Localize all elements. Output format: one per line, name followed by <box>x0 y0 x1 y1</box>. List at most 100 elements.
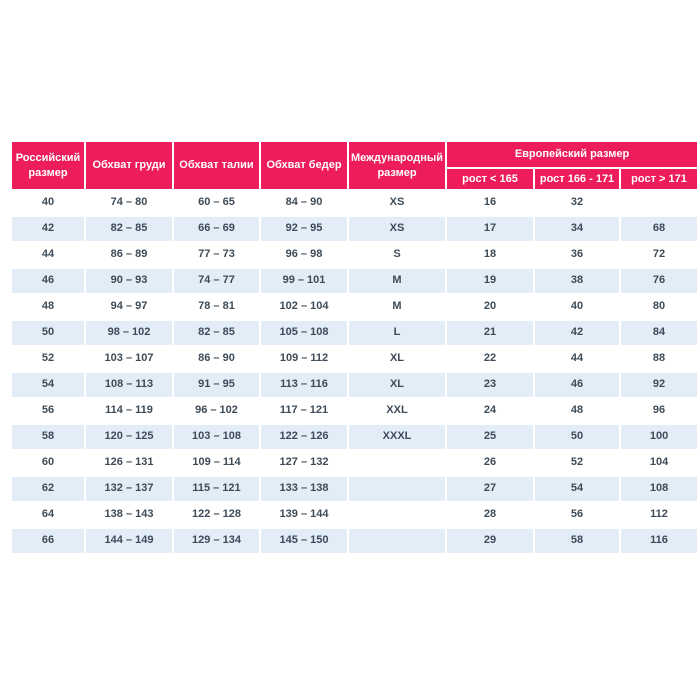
table-cell: 40 <box>12 191 84 215</box>
table-cell: 48 <box>535 399 620 423</box>
col-header-russian-size: Российский размер <box>12 142 84 189</box>
table-cell: 129 – 134 <box>174 529 259 553</box>
table-cell: 20 <box>447 295 534 319</box>
table-row: 60 126 – 131 109 – 114 127 – 132 26 52 104 <box>12 451 698 475</box>
table-cell: 92 – 95 <box>261 217 347 241</box>
table-cell: 44 <box>12 243 84 267</box>
table-cell: 72 <box>621 243 698 267</box>
table-cell: XS <box>349 217 446 241</box>
table-cell: 29 <box>447 529 534 553</box>
table-cell: 113 – 116 <box>261 373 347 397</box>
table-cell: 138 – 143 <box>86 503 172 527</box>
table-cell: 127 – 132 <box>261 451 347 475</box>
table-cell: M <box>349 295 446 319</box>
table-cell: 34 <box>535 217 620 241</box>
table-cell: 22 <box>447 347 534 371</box>
table-cell: 36 <box>535 243 620 267</box>
table-cell: 115 – 121 <box>174 477 259 501</box>
table-cell: 38 <box>535 269 620 293</box>
col-header-european-size-group: Европейский размер <box>447 142 698 167</box>
table-cell: XL <box>349 347 446 371</box>
table-cell: 58 <box>12 425 84 449</box>
table-cell: 86 – 89 <box>86 243 172 267</box>
table-cell: 46 <box>12 269 84 293</box>
col-header-international-size: Международный размер <box>349 142 446 189</box>
table-cell: 103 – 107 <box>86 347 172 371</box>
table-cell: 23 <box>447 373 534 397</box>
table-cell: 19 <box>447 269 534 293</box>
table-cell: 54 <box>12 373 84 397</box>
table-cell: 105 – 108 <box>261 321 347 345</box>
col-header-height-gt-171: рост > 171 <box>621 169 698 189</box>
col-header-height-166-171: рост 166 - 171 <box>535 169 620 189</box>
table-cell: 122 – 128 <box>174 503 259 527</box>
table-cell: 26 <box>447 451 534 475</box>
table-cell: 114 – 119 <box>86 399 172 423</box>
table-row: 56 114 – 119 96 – 102 117 – 121 XXL 24 48 96 <box>12 399 698 423</box>
table-cell: 84 – 90 <box>261 191 347 215</box>
table-cell: 54 <box>535 477 620 501</box>
table-cell: 32 <box>535 191 620 215</box>
table-cell: 108 – 113 <box>86 373 172 397</box>
table-header: Российский размер Обхват груди Обхват та… <box>12 142 698 189</box>
table-cell: 108 <box>621 477 698 501</box>
table-cell: 58 <box>535 529 620 553</box>
table-cell: 52 <box>12 347 84 371</box>
table-cell: 103 – 108 <box>174 425 259 449</box>
table-row: 44 86 – 89 77 – 73 96 – 98 S 18 36 72 <box>12 243 698 267</box>
table-cell: 42 <box>12 217 84 241</box>
table-cell <box>621 191 698 215</box>
table-cell: 50 <box>535 425 620 449</box>
table-cell: 17 <box>447 217 534 241</box>
table-row: 40 74 – 80 60 – 65 84 – 90 XS 16 32 <box>12 191 698 215</box>
table-cell: 77 – 73 <box>174 243 259 267</box>
table-cell: 139 – 144 <box>261 503 347 527</box>
table-cell: 109 – 114 <box>174 451 259 475</box>
table-cell: 60 – 65 <box>174 191 259 215</box>
table-cell: 27 <box>447 477 534 501</box>
table-cell: 92 <box>621 373 698 397</box>
table-cell: 64 <box>12 503 84 527</box>
table-cell: 117 – 121 <box>261 399 347 423</box>
table-cell: 84 <box>621 321 698 345</box>
table-cell: 56 <box>12 399 84 423</box>
table-cell: M <box>349 269 446 293</box>
table-row: 48 94 – 97 78 – 81 102 – 104 M 20 40 80 <box>12 295 698 319</box>
table-cell: 96 – 98 <box>261 243 347 267</box>
table-cell <box>349 451 446 475</box>
table-cell: 80 <box>621 295 698 319</box>
header-row-main: Российский размер Обхват груди Обхват та… <box>12 142 698 189</box>
table-cell: 86 – 90 <box>174 347 259 371</box>
table-row: 52 103 – 107 86 – 90 109 – 112 XL 22 44 88 <box>12 347 698 371</box>
table-cell: 102 – 104 <box>261 295 347 319</box>
table-cell: 145 – 150 <box>261 529 347 553</box>
table-row: 58 120 – 125 103 – 108 122 – 126 XXXL 25 50 100 <box>12 425 698 449</box>
table-cell: 68 <box>621 217 698 241</box>
table-row: 64 138 – 143 122 – 128 139 – 144 28 56 112 <box>12 503 698 527</box>
table-cell: 24 <box>447 399 534 423</box>
table-cell: 116 <box>621 529 698 553</box>
table-cell: XXL <box>349 399 446 423</box>
table-cell: 104 <box>621 451 698 475</box>
table-cell: 42 <box>535 321 620 345</box>
table-cell: 25 <box>447 425 534 449</box>
table-cell: 122 – 126 <box>261 425 347 449</box>
table-cell: 126 – 131 <box>86 451 172 475</box>
table-cell: S <box>349 243 446 267</box>
table-row: 66 144 – 149 129 – 134 145 – 150 29 58 116 <box>12 529 698 553</box>
table-cell: 133 – 138 <box>261 477 347 501</box>
table-row: 54 108 – 113 91 – 95 113 – 116 XL 23 46 92 <box>12 373 698 397</box>
table-cell: 96 <box>621 399 698 423</box>
table-cell <box>349 503 446 527</box>
table-cell: 66 <box>12 529 84 553</box>
table-cell: 99 – 101 <box>261 269 347 293</box>
table-cell: 60 <box>12 451 84 475</box>
table-cell: 120 – 125 <box>86 425 172 449</box>
header-row-sub: рост < 165 рост 166 - 171 рост > 171 <box>12 169 698 189</box>
col-header-hips: Обхват бедер <box>261 142 347 189</box>
table-cell: 90 – 93 <box>86 269 172 293</box>
size-chart-table: Российский размер Обхват груди Обхват та… <box>10 140 699 555</box>
table-row: 46 90 – 93 74 – 77 99 – 101 M 19 38 76 <box>12 269 698 293</box>
table-cell: 74 – 77 <box>174 269 259 293</box>
